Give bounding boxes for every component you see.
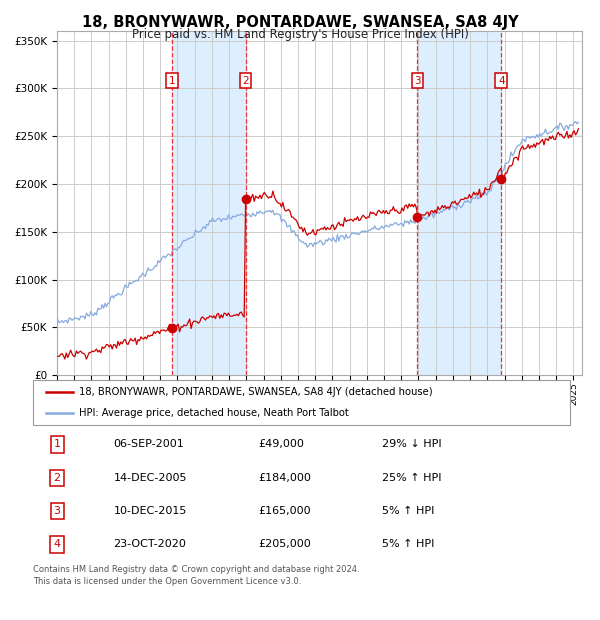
Text: This data is licensed under the Open Government Licence v3.0.: This data is licensed under the Open Gov… [33, 577, 301, 586]
Text: HPI: Average price, detached house, Neath Port Talbot: HPI: Average price, detached house, Neat… [79, 407, 349, 418]
Text: 4: 4 [498, 76, 505, 86]
Text: Contains HM Land Registry data © Crown copyright and database right 2024.: Contains HM Land Registry data © Crown c… [33, 565, 359, 575]
Text: £184,000: £184,000 [259, 473, 311, 483]
Text: 4: 4 [53, 539, 61, 549]
Text: 18, BRONYWAWR, PONTARDAWE, SWANSEA, SA8 4JY: 18, BRONYWAWR, PONTARDAWE, SWANSEA, SA8 … [82, 15, 518, 30]
Text: 3: 3 [414, 76, 421, 86]
Text: Price paid vs. HM Land Registry's House Price Index (HPI): Price paid vs. HM Land Registry's House … [131, 28, 469, 41]
Bar [172, 31, 245, 375]
Bar [418, 31, 502, 375]
Text: 14-DEC-2005: 14-DEC-2005 [113, 473, 187, 483]
FancyBboxPatch shape [33, 380, 570, 425]
Text: £205,000: £205,000 [259, 539, 311, 549]
Text: 10-DEC-2015: 10-DEC-2015 [113, 506, 187, 516]
Text: 25% ↑ HPI: 25% ↑ HPI [382, 473, 442, 483]
Text: 2: 2 [242, 76, 249, 86]
Text: 29% ↓ HPI: 29% ↓ HPI [382, 440, 442, 450]
Text: 2: 2 [53, 473, 61, 483]
Text: £49,000: £49,000 [259, 440, 304, 450]
Text: 3: 3 [53, 506, 61, 516]
Text: 06-SEP-2001: 06-SEP-2001 [113, 440, 184, 450]
Text: 5% ↑ HPI: 5% ↑ HPI [382, 506, 434, 516]
Text: 1: 1 [169, 76, 175, 86]
Text: 23-OCT-2020: 23-OCT-2020 [113, 539, 187, 549]
Text: £165,000: £165,000 [259, 506, 311, 516]
Text: 1: 1 [53, 440, 61, 450]
Text: 18, BRONYWAWR, PONTARDAWE, SWANSEA, SA8 4JY (detached house): 18, BRONYWAWR, PONTARDAWE, SWANSEA, SA8 … [79, 387, 432, 397]
Text: 5% ↑ HPI: 5% ↑ HPI [382, 539, 434, 549]
